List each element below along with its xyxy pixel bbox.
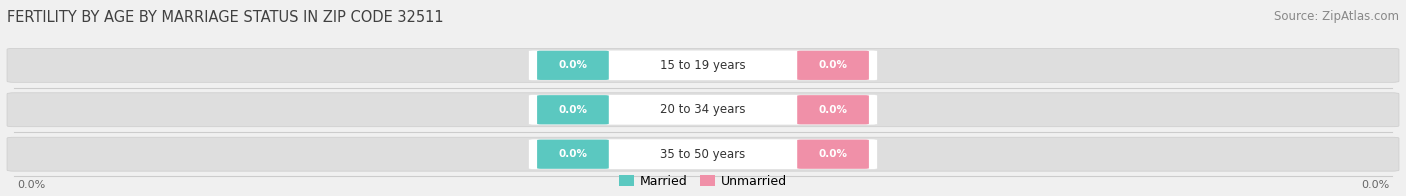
Text: 0.0%: 0.0% xyxy=(558,60,588,70)
FancyBboxPatch shape xyxy=(537,140,609,169)
Legend: Married, Unmarried: Married, Unmarried xyxy=(619,175,787,188)
FancyBboxPatch shape xyxy=(7,137,1399,171)
Text: 0.0%: 0.0% xyxy=(558,105,588,115)
Text: 20 to 34 years: 20 to 34 years xyxy=(661,103,745,116)
Text: 35 to 50 years: 35 to 50 years xyxy=(661,148,745,161)
FancyBboxPatch shape xyxy=(537,51,609,80)
Text: 0.0%: 0.0% xyxy=(558,149,588,159)
FancyBboxPatch shape xyxy=(797,51,869,80)
Text: 0.0%: 0.0% xyxy=(818,149,848,159)
FancyBboxPatch shape xyxy=(7,48,1399,82)
FancyBboxPatch shape xyxy=(797,95,869,124)
Text: Source: ZipAtlas.com: Source: ZipAtlas.com xyxy=(1274,10,1399,23)
Text: 0.0%: 0.0% xyxy=(818,60,848,70)
Text: 0.0%: 0.0% xyxy=(17,180,45,190)
FancyBboxPatch shape xyxy=(537,95,609,124)
FancyBboxPatch shape xyxy=(529,139,877,169)
FancyBboxPatch shape xyxy=(529,94,877,125)
FancyBboxPatch shape xyxy=(797,140,869,169)
Text: FERTILITY BY AGE BY MARRIAGE STATUS IN ZIP CODE 32511: FERTILITY BY AGE BY MARRIAGE STATUS IN Z… xyxy=(7,10,444,25)
FancyBboxPatch shape xyxy=(7,93,1399,127)
Text: 0.0%: 0.0% xyxy=(818,105,848,115)
FancyBboxPatch shape xyxy=(529,50,877,81)
Text: 15 to 19 years: 15 to 19 years xyxy=(661,59,745,72)
Text: 0.0%: 0.0% xyxy=(1361,180,1389,190)
